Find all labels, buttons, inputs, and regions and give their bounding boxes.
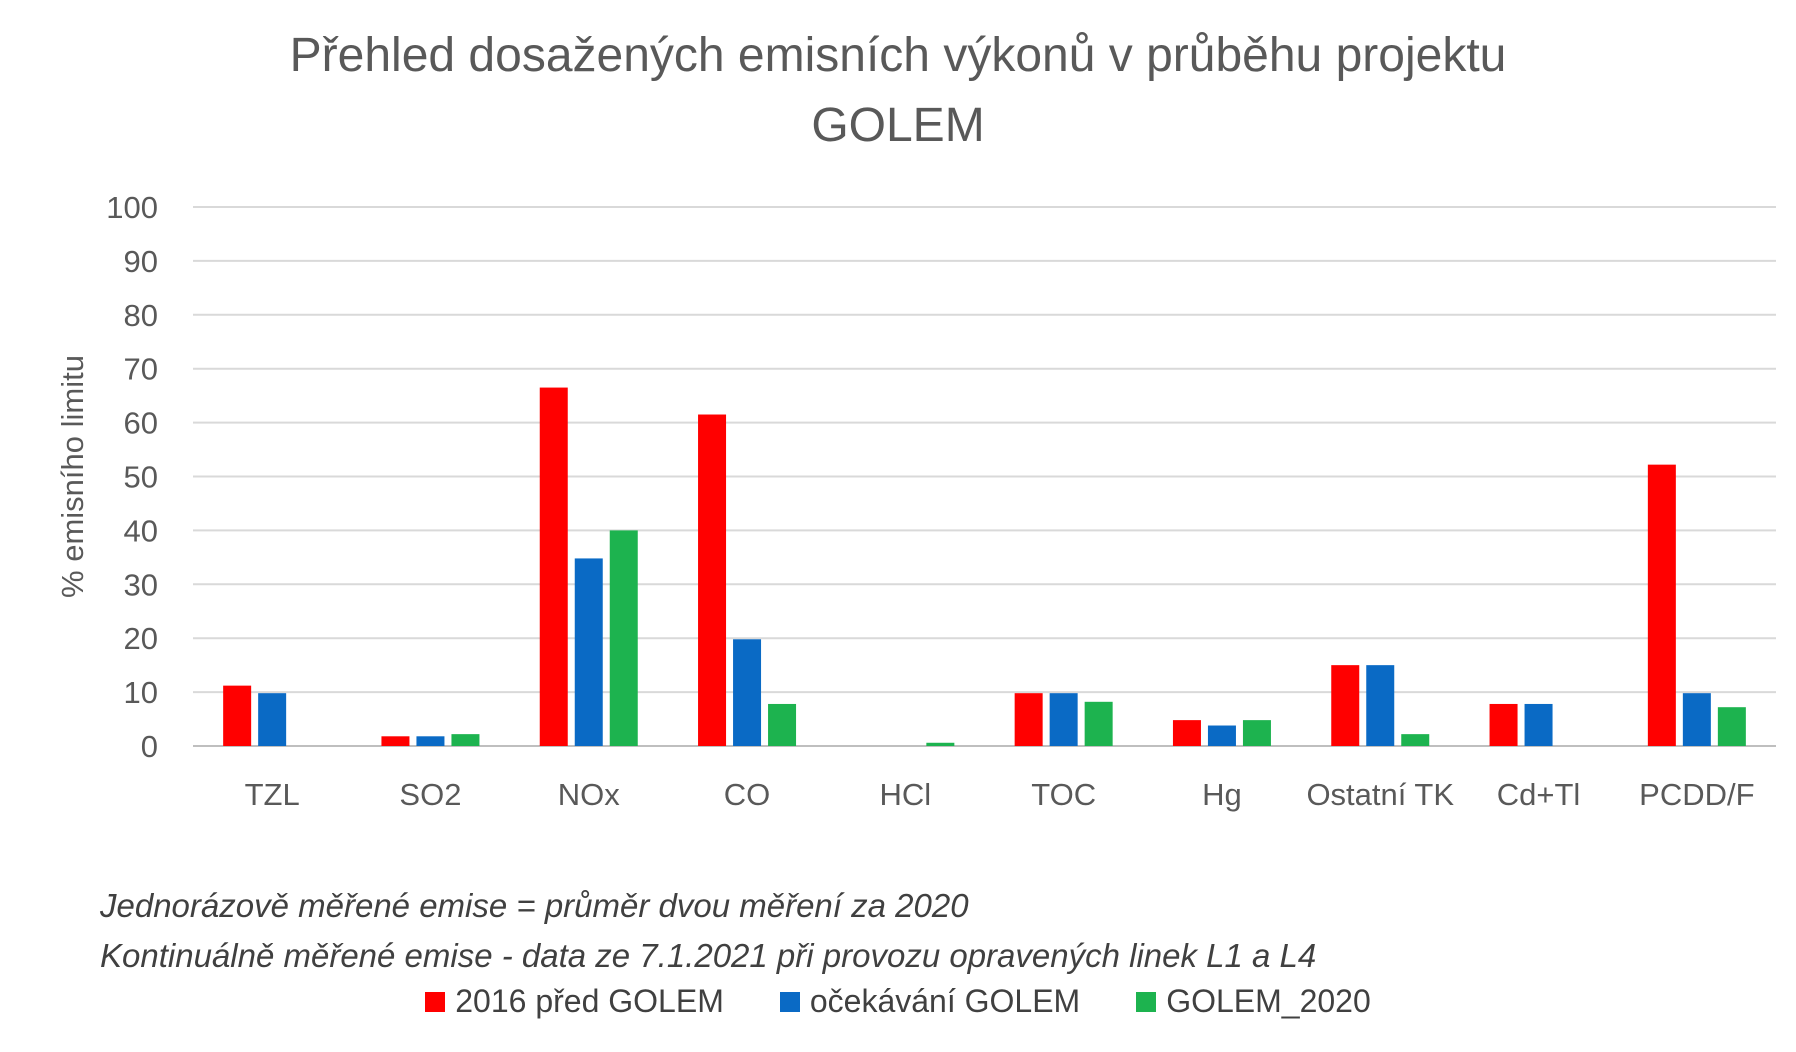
y-tick-label: 90 [124, 244, 158, 279]
note-line-1: Jednorázově měřené emise = průměr dvou m… [100, 887, 969, 924]
bar [1647, 464, 1676, 746]
legend-swatch-ocekavani [779, 991, 800, 1012]
x-tick-label: Cd+Tl [1497, 777, 1581, 812]
bar [539, 387, 568, 746]
x-tick-label: NOx [558, 777, 621, 812]
chart-title: Přehled dosažených emisních výkonů v prů… [289, 29, 1507, 82]
y-tick-label: 50 [124, 460, 158, 495]
bar [1207, 725, 1236, 746]
legend-label-golem2020: GOLEM_2020 [1166, 983, 1371, 1019]
x-tick-label: Hg [1202, 777, 1242, 812]
y-tick-label: 20 [124, 621, 158, 656]
note-line-2: Kontinuálně měřené emise - data ze 7.1.2… [100, 937, 1317, 974]
x-tick-label: HCl [880, 777, 932, 812]
bar [609, 530, 638, 746]
x-tick-label: PCDD/F [1639, 777, 1754, 812]
legend-item-ocekavani: očekávání GOLEM [779, 983, 1081, 1020]
bar [1014, 693, 1043, 746]
bar [1717, 707, 1746, 746]
bar [1366, 665, 1395, 746]
legend-label-ocekavani: očekávání GOLEM [809, 983, 1081, 1019]
bar [1084, 701, 1113, 746]
bar [926, 742, 955, 746]
bar [1489, 703, 1518, 746]
y-axis-label: % emisního limitu [55, 355, 90, 598]
y-tick-label: 80 [124, 298, 158, 333]
bar [733, 639, 762, 746]
chart-title-line2: GOLEM [811, 99, 985, 152]
bar [223, 685, 252, 746]
bar [1049, 693, 1078, 746]
y-tick-label: 100 [106, 190, 158, 225]
x-tick-label: TZL [245, 777, 300, 812]
bar [451, 734, 480, 746]
bar [1242, 720, 1271, 746]
bar [698, 414, 727, 746]
bar [1172, 720, 1201, 746]
bar [1682, 693, 1711, 746]
y-tick-label: 0 [141, 729, 158, 764]
bar [381, 736, 410, 746]
bar [1524, 703, 1553, 746]
legend-item-2016: 2016 před GOLEM [425, 983, 724, 1020]
bar [258, 693, 287, 746]
bar [574, 558, 603, 746]
legend-swatch-golem2020 [1136, 991, 1157, 1012]
y-tick-label: 60 [124, 406, 158, 441]
bar [1331, 665, 1360, 746]
x-tick-label: Ostatní TK [1306, 777, 1454, 812]
y-tick-label: 40 [124, 513, 158, 548]
legend-swatch-2016 [425, 991, 446, 1012]
bar [416, 736, 445, 746]
y-tick-label: 30 [124, 567, 158, 602]
y-tick-label: 10 [124, 675, 158, 710]
bar [768, 703, 797, 746]
legend: 2016 před GOLEM očekávání GOLEM GOLEM_20… [0, 983, 1796, 1020]
legend-item-golem2020: GOLEM_2020 [1136, 983, 1371, 1020]
x-tick-label: SO2 [399, 777, 461, 812]
legend-label-2016: 2016 před GOLEM [455, 983, 724, 1019]
x-tick-label: CO [724, 777, 771, 812]
x-tick-label: TOC [1031, 777, 1096, 812]
bar [1401, 734, 1430, 746]
y-tick-label: 70 [124, 352, 158, 387]
